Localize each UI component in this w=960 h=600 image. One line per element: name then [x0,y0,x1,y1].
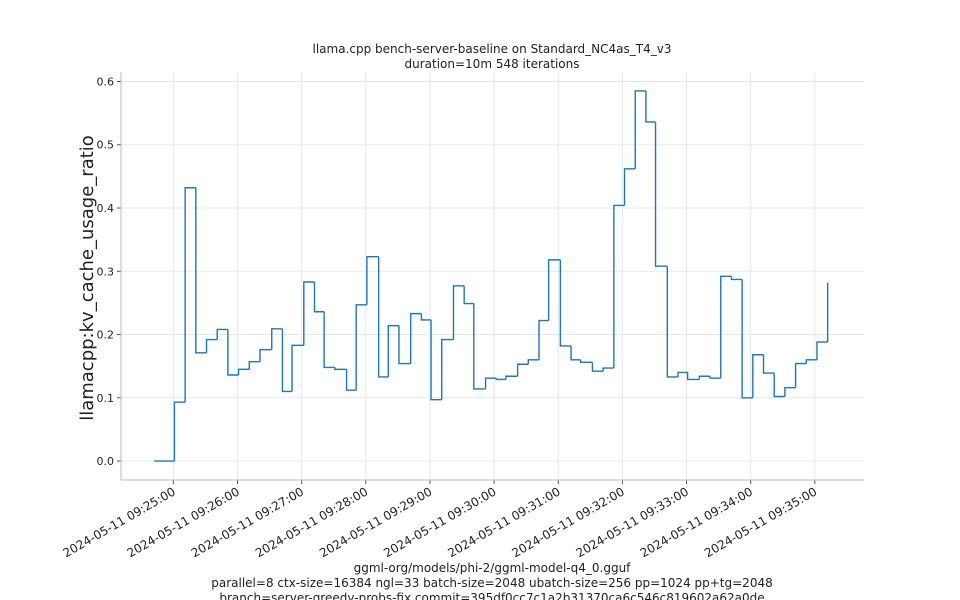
line-segment [579,359,593,364]
line-segment [752,354,764,398]
line-segment [762,354,775,374]
line-segment [794,362,807,388]
line-segment [173,401,186,462]
line-segment [323,311,335,369]
line-segment [237,368,250,375]
line-segment [677,371,688,377]
line-segment [538,319,549,360]
line-segment [345,369,357,391]
x-tick-label: 2024-05-11 09:28:00 [253,484,370,560]
line-segment [463,285,474,305]
line-segment [271,328,283,350]
line-segment [184,187,196,403]
x-tick-label: 2024-05-11 09:32:00 [510,484,627,560]
line-segment [205,338,218,353]
x-tick-label: 2024-05-11 09:35:00 [702,484,819,560]
line-segment [430,319,442,401]
y-tick-label: 0.2 [97,329,115,342]
line-segment [591,362,604,372]
line-segment [709,376,721,379]
caption: branch=server-greedy-probs-fix commit=39… [219,591,764,600]
line-segment [420,313,432,321]
line-segment [259,348,272,362]
line-segment [410,312,422,364]
x-tick-label: 2024-05-11 09:25:00 [61,484,178,560]
line-segment [227,329,239,376]
line-segment [516,363,529,377]
x-tick-label: 2024-05-11 09:29:00 [317,484,434,560]
y-tick-label: 0.1 [97,392,115,405]
line-segment [613,204,625,369]
y-tick-label: 0.5 [97,139,115,152]
chart-title: llama.cpp bench-server-baseline on Stand… [313,42,672,56]
y-tick-label: 0.6 [97,75,115,88]
x-tick-label: 2024-05-11 09:31:00 [445,484,562,560]
x-tick-label: 2024-05-11 09:27:00 [189,484,306,560]
y-axis-label: llamacpp:kv_cache_usage_ratio [77,135,98,421]
line-segment [547,259,561,321]
line-segment [559,259,572,347]
line-segment [452,285,465,340]
line-segment [281,328,293,393]
x-tick-label: 2024-05-11 09:33:00 [574,484,691,560]
line-segment [730,276,743,281]
line-segment [686,372,700,381]
line-segment [495,378,506,381]
line-segment [473,303,486,390]
line-segment [484,377,497,389]
line-segment [216,328,228,340]
y-tick-label: 0.0 [97,455,115,468]
line-segment [248,361,260,370]
line-segment [505,375,518,380]
line-segment [441,338,454,400]
line-segment [366,256,379,305]
line-segment [645,90,656,123]
y-tick-label: 0.3 [97,265,115,278]
line-segment [654,121,668,267]
x-tick-label: 2024-05-11 09:30:00 [381,484,498,560]
line-segment [666,266,678,378]
line-segment [623,168,636,206]
line-segment [816,341,828,360]
line-segment [805,359,817,364]
caption: parallel=8 ctx-size=16384 ngl=33 batch-s… [211,576,772,590]
x-tick-label: 2024-05-11 09:26:00 [125,484,242,560]
line-segment [698,375,711,380]
line-segment [291,344,304,392]
chart-subtitle: duration=10m 548 iterations [405,57,580,71]
line-segment [741,279,753,399]
line-segment [398,325,411,365]
line-segment [570,345,581,361]
line-segment [313,282,325,313]
x-tick-label: 2024-05-11 09:34:00 [638,484,755,560]
line-segment [773,373,785,398]
line-segment [602,367,614,372]
line-segment [387,324,399,377]
line-segment [355,304,367,391]
caption: ggml-org/models/phi-2/ggml-model-q4_0.gg… [354,561,632,575]
line-segment [634,90,646,169]
line-segment [720,275,732,379]
line-segment [195,187,207,354]
line-segment [334,367,347,371]
y-tick-label: 0.4 [97,202,115,215]
line-segment [303,281,315,346]
line-segment [377,256,389,378]
line-segment [784,386,796,397]
line-segment [527,359,540,365]
